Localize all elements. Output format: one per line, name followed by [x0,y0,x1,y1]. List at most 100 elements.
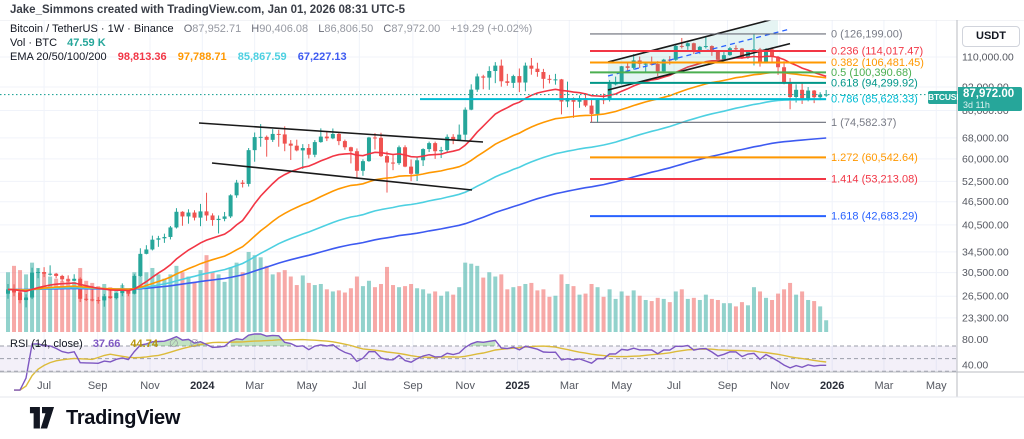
fib-label: 1 (74,582.37) [831,117,896,129]
volume-bar [601,296,606,332]
volume-bar [751,287,756,332]
candles[interactable] [6,33,829,308]
candle [583,98,588,106]
candle [192,212,197,218]
candle [517,76,522,83]
candle [403,147,408,167]
volume-bar [72,281,77,332]
volume-bar [114,289,119,332]
candle [156,238,161,240]
candle [342,141,347,148]
candle [366,137,371,162]
candle [721,55,726,60]
candle [782,67,787,83]
candle [770,49,775,57]
volume-bar [415,288,420,332]
candle [348,147,353,152]
volume-bar [180,272,185,332]
volume-bar [385,266,390,332]
candle [758,49,762,63]
candle [427,143,432,150]
candle [240,182,245,184]
volume-bar [679,289,684,332]
price-tick-label: 46,500.00 [962,196,1009,208]
candle [613,83,618,85]
volume-bar [499,274,504,332]
rsi-upper-band-empty: ∅ [169,338,179,350]
price-tick-label: 26,500.00 [962,291,1009,303]
candle [511,76,516,83]
price-tick-label: 40,500.00 [962,219,1009,231]
volume-bar [739,302,744,332]
volume-bar [788,282,793,332]
candle [282,134,287,144]
candle [794,89,799,98]
volume-bar [294,285,299,332]
volume-bar [42,272,47,332]
candle [24,297,29,301]
ema50-line [7,71,827,292]
candle [523,65,528,83]
volume-bar [342,292,347,332]
volume-legend-row[interactable]: Vol · BTC 47.59 K [10,36,532,50]
rsi-legend-row[interactable]: RSI (14, close) 37.66 44.74 ∅ ∅ [10,337,199,350]
volume-bar [403,286,408,332]
attribution-text: Jake_Simmons created with TradingView.co… [0,0,1024,20]
ema100-value: 85,867.59 [237,51,287,63]
change-value: +19.29 (+0.02%) [450,23,533,35]
tradingview-logo[interactable]: TradingView [27,405,180,431]
volume-bar [818,306,823,332]
volume-bar [156,274,161,332]
candle [186,212,191,217]
price-tick-label: 52,500.00 [962,176,1009,188]
candle [824,94,829,96]
time-tick-label: Mar [874,380,893,392]
candle [691,43,696,51]
volume-bar [60,280,65,332]
tradingview-wordmark: TradingView [66,406,181,429]
volume-bar [360,286,365,332]
volume-bar [613,298,618,332]
time-tick-label: 2024 [190,380,215,392]
volume-bar [511,287,516,332]
candle [739,48,744,58]
candle [114,293,119,299]
volume-bar [691,297,696,332]
candle [445,136,450,151]
volume-bar [330,291,335,332]
volume-bar [553,295,558,332]
candle [391,162,396,164]
candle [499,65,504,82]
rsi-ma-value: 44.74 [130,338,158,350]
candle [198,211,203,218]
candle [439,150,444,152]
rsi-lower-band-empty: ∅ [189,338,200,350]
candle [276,133,281,135]
candle [709,46,714,52]
ema200-value: 67,227.13 [297,51,347,63]
high-label: H [251,23,260,35]
current-price-badge: 87,972.00 3d 11h [958,87,1022,111]
current-price-value: 87,972.00 [963,88,1015,100]
candle [318,136,323,143]
currency-toggle-button[interactable]: USDT [962,26,1020,47]
candle [300,148,305,151]
symbol-legend-row[interactable]: Bitcoin / TetherUS · 1W · Binance O87,95… [10,22,532,36]
fib-label: 0 (126,199.00) [831,28,903,40]
volume-bar [607,289,612,332]
volume-bars[interactable] [6,251,829,332]
tradingview-logo-icon [29,407,55,429]
candle [481,76,486,78]
ema-legend-row[interactable]: EMA 20/50/100/200 98,813.36 97,788.71 85… [10,50,532,64]
chart-legend: Bitcoin / TetherUS · 1W · Binance O87,95… [10,22,532,64]
candle [541,72,546,79]
volume-bar [132,272,137,332]
volume-bar [812,301,817,332]
time-axis[interactable]: Jul Sep Nov 2024 Mar May Jul Sep Nov 2025 Mar May Ju… [37,380,947,392]
candle [607,83,612,100]
candle [60,275,65,280]
candle [457,134,462,141]
candle [30,272,35,298]
